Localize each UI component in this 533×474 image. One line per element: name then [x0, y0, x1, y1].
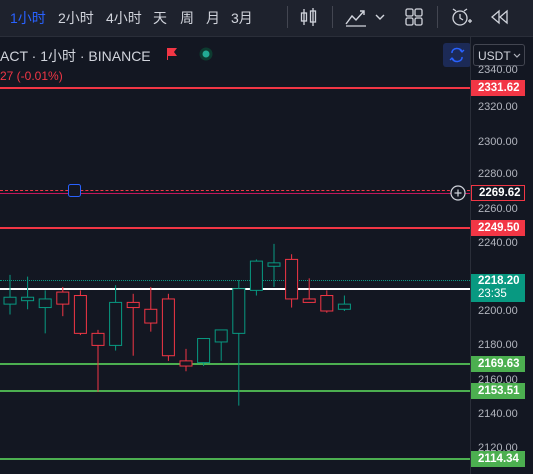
axis-tick: 2320.00 [478, 101, 518, 113]
flag-icon[interactable] [166, 47, 178, 60]
candle [144, 286, 158, 332]
line-handle-icon[interactable] [68, 184, 81, 197]
price-badge: 2269.62 [471, 185, 525, 201]
add-alert-icon[interactable] [450, 185, 466, 201]
candlestick-series [3, 243, 351, 406]
toolbar-divider [332, 6, 333, 28]
market-status-icon [199, 47, 213, 61]
price-axis[interactable] [470, 37, 533, 474]
candle-body [197, 338, 211, 364]
currency-label: USDT [478, 49, 511, 63]
price-change: 27 (-0.01%) [0, 69, 63, 83]
price-badge: 2153.51 [471, 383, 525, 399]
sync-icon [449, 47, 465, 63]
candle [126, 293, 140, 356]
candle-body [161, 298, 175, 357]
candle-body [126, 301, 140, 309]
timeframe-week[interactable]: 周 [180, 10, 194, 26]
timeframe-3month[interactable]: 3月 [231, 10, 253, 26]
candle [302, 278, 316, 303]
alert-icon[interactable] [449, 6, 473, 28]
alert-line-dashed[interactable] [0, 190, 470, 191]
compare-button[interactable] [443, 43, 471, 67]
resistance-line[interactable] [0, 87, 470, 89]
replay-icon[interactable] [489, 6, 511, 28]
axis-tick: 2300.00 [478, 136, 518, 148]
candle-body [73, 295, 87, 334]
layout-icon[interactable] [403, 6, 425, 28]
axis-tick: 2260.00 [478, 203, 518, 215]
timeframe-2h[interactable]: 2小时 [58, 10, 94, 26]
candle [179, 348, 193, 372]
candle [320, 290, 334, 313]
candle-body [232, 288, 246, 334]
candle-body [320, 295, 334, 312]
candle-body [3, 296, 17, 305]
price-badge: 2249.50 [471, 220, 525, 236]
timeframe-day[interactable]: 天 [153, 10, 167, 26]
candle-body [302, 298, 316, 303]
current-price-line [0, 280, 470, 281]
timeframe-4h[interactable]: 4小时 [106, 10, 142, 26]
candle [73, 290, 87, 336]
timeframe-1h[interactable]: 1小时 [10, 10, 46, 26]
alert-line[interactable] [0, 193, 470, 194]
candle-body [109, 301, 123, 346]
axis-tick: 2200.00 [478, 305, 518, 317]
price-badge: 2114.34 [471, 451, 525, 467]
candle-body [38, 298, 52, 309]
axis-tick: 2280.00 [478, 168, 518, 180]
candle [56, 286, 70, 317]
candle [267, 243, 281, 287]
toolbar-divider [287, 6, 288, 28]
candle [285, 254, 299, 308]
chevron-down-icon [513, 53, 521, 58]
candlestick-icon[interactable] [298, 6, 320, 28]
candle-body [214, 329, 228, 343]
indicators-icon[interactable] [344, 6, 368, 28]
candle [197, 338, 211, 367]
symbol-header: ACT · 1小时 · BINANCE [0, 48, 151, 64]
candle-body [21, 296, 35, 302]
candle-body [249, 260, 263, 291]
chevron-down-icon[interactable] [373, 10, 387, 24]
axis-tick: 2180.00 [478, 339, 518, 351]
candle-body [179, 360, 193, 367]
candle [161, 293, 175, 361]
current-price-badge: 2218.20 23:35 [471, 274, 525, 302]
candle [91, 329, 105, 392]
candle-body [267, 262, 281, 267]
candle [337, 295, 351, 311]
candle [21, 276, 35, 310]
axis-tick: 2140.00 [478, 408, 518, 420]
axis-tick: 2240.00 [478, 237, 518, 249]
candle [249, 259, 263, 296]
top-toolbar: 1小时 2小时 4小时 天 周 月 3月 [0, 0, 533, 37]
candle-body [144, 308, 158, 324]
current-price: 2218.20 [478, 275, 520, 287]
support-line[interactable] [0, 458, 470, 460]
candle-body [285, 258, 299, 300]
candle-body [91, 332, 105, 346]
bar-countdown: 23:35 [478, 288, 507, 300]
toolbar-divider [437, 6, 438, 28]
currency-select[interactable]: USDT [473, 44, 525, 66]
axis-tick: 2340.00 [478, 64, 518, 76]
candle [232, 280, 246, 406]
candle-body [337, 303, 351, 310]
candle [109, 285, 123, 351]
candle-body [56, 291, 70, 305]
price-badge: 2169.63 [471, 356, 525, 372]
candle [38, 290, 52, 334]
resistance-line[interactable] [0, 227, 470, 229]
support-line[interactable] [0, 390, 470, 392]
price-badge: 2331.62 [471, 80, 525, 96]
support-line[interactable] [0, 363, 470, 365]
candle [214, 329, 228, 361]
chart-pane[interactable] [0, 37, 470, 474]
candle [3, 274, 17, 315]
timeframe-month[interactable]: 月 [206, 10, 220, 26]
